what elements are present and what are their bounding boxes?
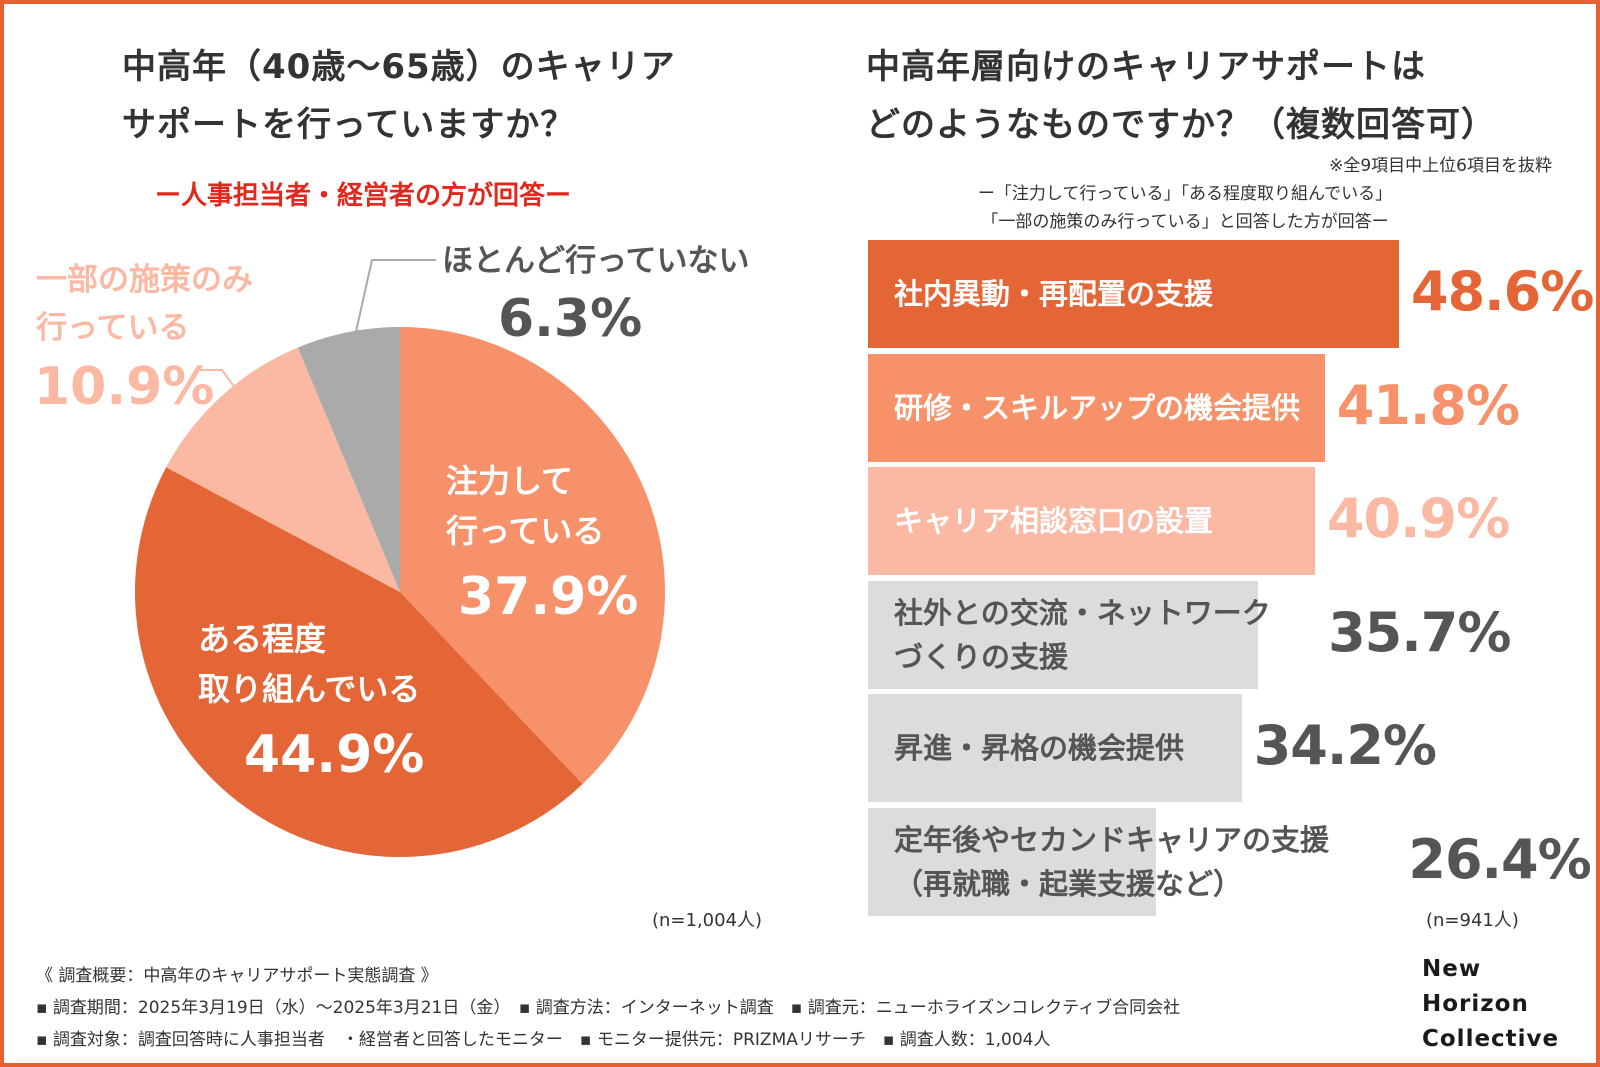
bar-value-2: 40.9% bbox=[1326, 487, 1510, 550]
bar-excerpt-note: ※全9項目中上位6項目を抜粋 bbox=[1329, 156, 1552, 176]
survey-overview-heading: 《 調査概要：中高年のキャリアサポート実態調査 》 bbox=[36, 966, 438, 986]
slice-label-1: ある程度 bbox=[198, 620, 326, 658]
bar-label-3: 社外との交流・ネットワーク bbox=[894, 595, 1271, 630]
bar-label-4: 昇進・昇格の機会提供 bbox=[894, 731, 1185, 765]
bar-1 bbox=[868, 353, 1325, 462]
slice-label-0: 注力して bbox=[446, 462, 573, 500]
pie-title-line-1: 中高年（40歳〜65歳）のキャリア bbox=[122, 47, 676, 87]
bar-respondent-condition: ー「注力して行っている」「ある程度取り組んでいる」 「一部の施策のみ行っている」… bbox=[860, 180, 1510, 236]
bar-sample-size: (n=941人) bbox=[1426, 910, 1519, 931]
bar-value-4: 34.2% bbox=[1253, 714, 1437, 777]
slice-label-2: 行っている bbox=[35, 310, 189, 346]
pie-chart: 注力して行っている37.9%ある程度取り組んでいる44.9%一部の施策のみ行って… bbox=[34, 243, 750, 858]
slice-label-3: ほとんど行っていない bbox=[442, 243, 750, 279]
condition-line-1: ー「注力して行っている」「ある程度取り組んでいる」 bbox=[977, 184, 1393, 204]
slice-label-0: 行っている bbox=[446, 512, 604, 550]
bar-label-2: キャリア相談窓口の設置 bbox=[894, 504, 1214, 538]
bar-2 bbox=[868, 467, 1315, 575]
slice-value-0: 37.9% bbox=[458, 567, 638, 627]
pie-slice-0 bbox=[400, 326, 666, 785]
bar-4 bbox=[868, 694, 1242, 802]
bar-chart-title: 中高年層向けのキャリアサポートは どのようなものですか？（複数回答可） bbox=[866, 38, 1496, 154]
pie-sample-size: (n=1,004人) bbox=[652, 910, 763, 931]
bar-label-5: 定年後やセカンドキャリアの支援 bbox=[894, 822, 1330, 857]
bar-title-line-2: どのようなものですか？（複数回答可） bbox=[866, 105, 1496, 145]
survey-overview: 《 調査概要：中高年のキャリアサポート実態調査 》 ▪ 調査期間：2025年3月… bbox=[36, 960, 1180, 1056]
slice-leader-line-2 bbox=[200, 369, 239, 393]
bar-value-1: 41.8% bbox=[1336, 373, 1520, 437]
bar-3 bbox=[868, 580, 1259, 689]
pie-chart-title: 中高年（40歳〜65歳）のキャリア サポートを行っていますか？ bbox=[122, 38, 676, 154]
slice-label-1: 取り組んでいる bbox=[198, 670, 420, 708]
bar-value-5: 26.4% bbox=[1408, 827, 1591, 891]
bar-label-0: 社内異動・再配置の支援 bbox=[894, 277, 1214, 311]
logo-word: New bbox=[1422, 956, 1482, 982]
pie-respondent-subtitle: ー人事担当者・経営者の方が回答ー bbox=[155, 181, 572, 211]
pie-slice-3 bbox=[297, 327, 400, 592]
pie-slice-2 bbox=[166, 347, 400, 592]
slice-leader-line-3 bbox=[354, 259, 436, 337]
bar-label-5: （再就職・起業支援など） bbox=[894, 866, 1243, 901]
condition-line-2: 「一部の施策のみ行っている」と回答した方が回答ー bbox=[981, 212, 1389, 232]
slice-label-2: 一部の施策のみ bbox=[36, 262, 253, 298]
company-logo: New Horizon Collective bbox=[1422, 952, 1559, 1057]
bar-value-3: 35.7% bbox=[1328, 600, 1511, 664]
bar-label-1: 研修・スキルアップの機会提供 bbox=[894, 390, 1301, 425]
slice-value-2: 10.9% bbox=[34, 357, 214, 417]
logo-word: Horizon bbox=[1422, 991, 1529, 1017]
bar-5 bbox=[868, 807, 1157, 916]
bar-title-line-1: 中高年層向けのキャリアサポートは bbox=[866, 47, 1426, 87]
slice-value-1: 44.9% bbox=[244, 725, 424, 785]
survey-overview-line: ▪ 調査期間：2025年3月19日（水）〜2025年3月21日（金） ▪ 調査方… bbox=[36, 998, 1181, 1018]
slice-value-3: 6.3% bbox=[498, 289, 642, 349]
pie-slice-1 bbox=[134, 467, 583, 858]
logo-word: Collective bbox=[1422, 1026, 1560, 1052]
bar-label-3: づくりの支援 bbox=[894, 639, 1069, 674]
bar-0 bbox=[868, 240, 1399, 348]
pie-title-line-2: サポートを行っていますか？ bbox=[122, 105, 576, 145]
bar-value-0: 48.6% bbox=[1411, 260, 1594, 323]
survey-overview-line: ▪ 調査対象：調査回答時に人事担当者 ・経営者と回答したモニター ▪ モニター提… bbox=[36, 1030, 1051, 1050]
